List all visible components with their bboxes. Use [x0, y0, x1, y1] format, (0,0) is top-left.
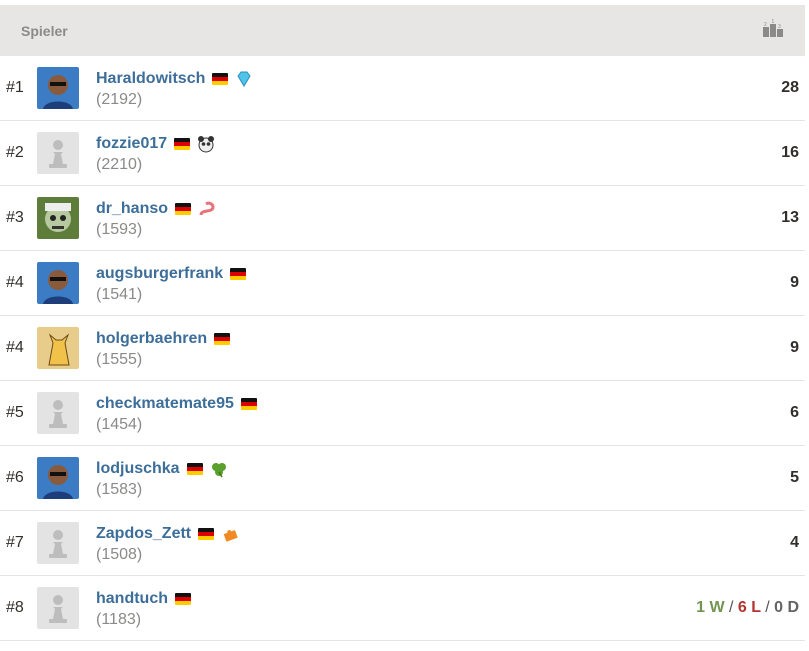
- germany-flag-icon: [212, 72, 229, 85]
- svg-text:2: 2: [764, 22, 767, 28]
- table-row: #5 checkmatemate95 (1454) 6: [0, 381, 805, 446]
- column-header-player[interactable]: Spieler: [21, 22, 68, 39]
- score: 9: [790, 339, 799, 356]
- avatar[interactable]: [37, 197, 79, 239]
- table-row: #1 Haraldowitsch (2192) 28: [0, 56, 805, 121]
- rank: #8: [6, 599, 24, 616]
- rank: #6: [6, 469, 24, 486]
- score: 6: [790, 404, 799, 421]
- separator: /: [729, 599, 734, 616]
- player-rating: (2192): [96, 90, 143, 108]
- player-info: handtuch (1183): [96, 588, 191, 629]
- germany-flag-icon: [214, 332, 231, 345]
- avatar[interactable]: [37, 132, 79, 174]
- clover-icon: [210, 460, 228, 478]
- table-row: #6 lodjuschka (1583) 5: [0, 446, 805, 511]
- player-rating: (1183): [96, 610, 142, 628]
- table-row: #4 augsburgerfrank (1541) 9: [0, 251, 805, 316]
- player-info: Haraldowitsch (2192): [96, 68, 253, 109]
- table-row: #2 fozzie017 (2210) 16: [0, 121, 805, 186]
- rank: #4: [6, 339, 24, 356]
- player-rating: (1593): [96, 220, 143, 238]
- draws: 0 D: [774, 599, 799, 616]
- rank: #2: [6, 144, 24, 161]
- player-name-link[interactable]: holgerbaehren: [96, 329, 208, 347]
- player-info: checkmatemate95 (1454): [96, 393, 257, 434]
- player-name-link[interactable]: augsburgerfrank: [96, 264, 224, 282]
- svg-text:3: 3: [778, 24, 781, 30]
- wins: 1 W: [696, 599, 725, 616]
- avatar[interactable]: [37, 67, 79, 109]
- avatar[interactable]: [37, 457, 79, 499]
- avatar[interactable]: [37, 262, 79, 304]
- table-row: #8 handtuch (1183) 1 W / 6 L / 0 D: [0, 576, 805, 641]
- avatar[interactable]: [37, 587, 79, 629]
- player-info: dr_hanso (1593): [96, 198, 216, 239]
- player-info: lodjuschka (1583): [96, 458, 228, 499]
- player-rating: (1541): [96, 285, 143, 303]
- score: 4: [790, 534, 799, 551]
- panda-icon: [197, 135, 215, 153]
- germany-flag-icon: [198, 527, 215, 540]
- puzzle-icon: [221, 525, 239, 543]
- germany-flag-icon: [240, 397, 257, 410]
- player-name-link[interactable]: handtuch: [96, 589, 168, 607]
- germany-flag-icon: [186, 462, 203, 475]
- score: 13: [781, 209, 799, 226]
- rank: #3: [6, 209, 24, 226]
- germany-flag-icon: [174, 137, 191, 150]
- score: 9: [790, 274, 799, 291]
- score: 16: [781, 144, 799, 161]
- avatar[interactable]: [37, 392, 79, 434]
- worm-icon: [198, 200, 216, 218]
- player-info: holgerbaehren (1555): [96, 328, 231, 369]
- player-name-link[interactable]: lodjuschka: [96, 459, 180, 477]
- germany-flag-icon: [175, 202, 192, 215]
- player-rating: (2210): [96, 155, 143, 173]
- table-row: #3 dr_hanso (1593) 13: [0, 186, 805, 251]
- player-info: augsburgerfrank (1541): [96, 263, 247, 304]
- rank: #5: [6, 404, 24, 421]
- separator: /: [765, 599, 770, 616]
- rank: #1: [6, 79, 24, 96]
- avatar[interactable]: [37, 522, 79, 564]
- germany-flag-icon: [230, 267, 247, 280]
- player-info: Zapdos_Zett (1508): [96, 523, 239, 564]
- player-name-link[interactable]: fozzie017: [96, 134, 168, 152]
- player-rating: (1555): [96, 350, 143, 368]
- player-rating: (1583): [96, 480, 143, 498]
- avatar[interactable]: [37, 327, 79, 369]
- table-row: #7 Zapdos_Zett (1508) 4: [0, 511, 805, 576]
- player-name-link[interactable]: checkmatemate95: [96, 394, 234, 412]
- score: 28: [781, 79, 799, 96]
- player-name-link[interactable]: Haraldowitsch: [96, 69, 206, 87]
- table-row: #4 holgerbaehren (1555) 9: [0, 316, 805, 381]
- player-rating: (1454): [96, 415, 143, 433]
- svg-text:1: 1: [772, 19, 775, 25]
- diamond-icon: [235, 70, 253, 88]
- player-rating: (1508): [96, 545, 143, 563]
- win-loss-draw-record: 1 W / 6 L / 0 D: [696, 599, 799, 617]
- player-info: fozzie017 (2210): [96, 133, 215, 174]
- germany-flag-icon: [175, 592, 191, 605]
- losses: 6 L: [737, 599, 761, 616]
- player-name-link[interactable]: Zapdos_Zett: [96, 524, 192, 542]
- score: 5: [790, 469, 799, 486]
- rank: #7: [6, 534, 24, 551]
- player-name-link[interactable]: dr_hanso: [96, 199, 169, 217]
- rank: #4: [6, 274, 24, 291]
